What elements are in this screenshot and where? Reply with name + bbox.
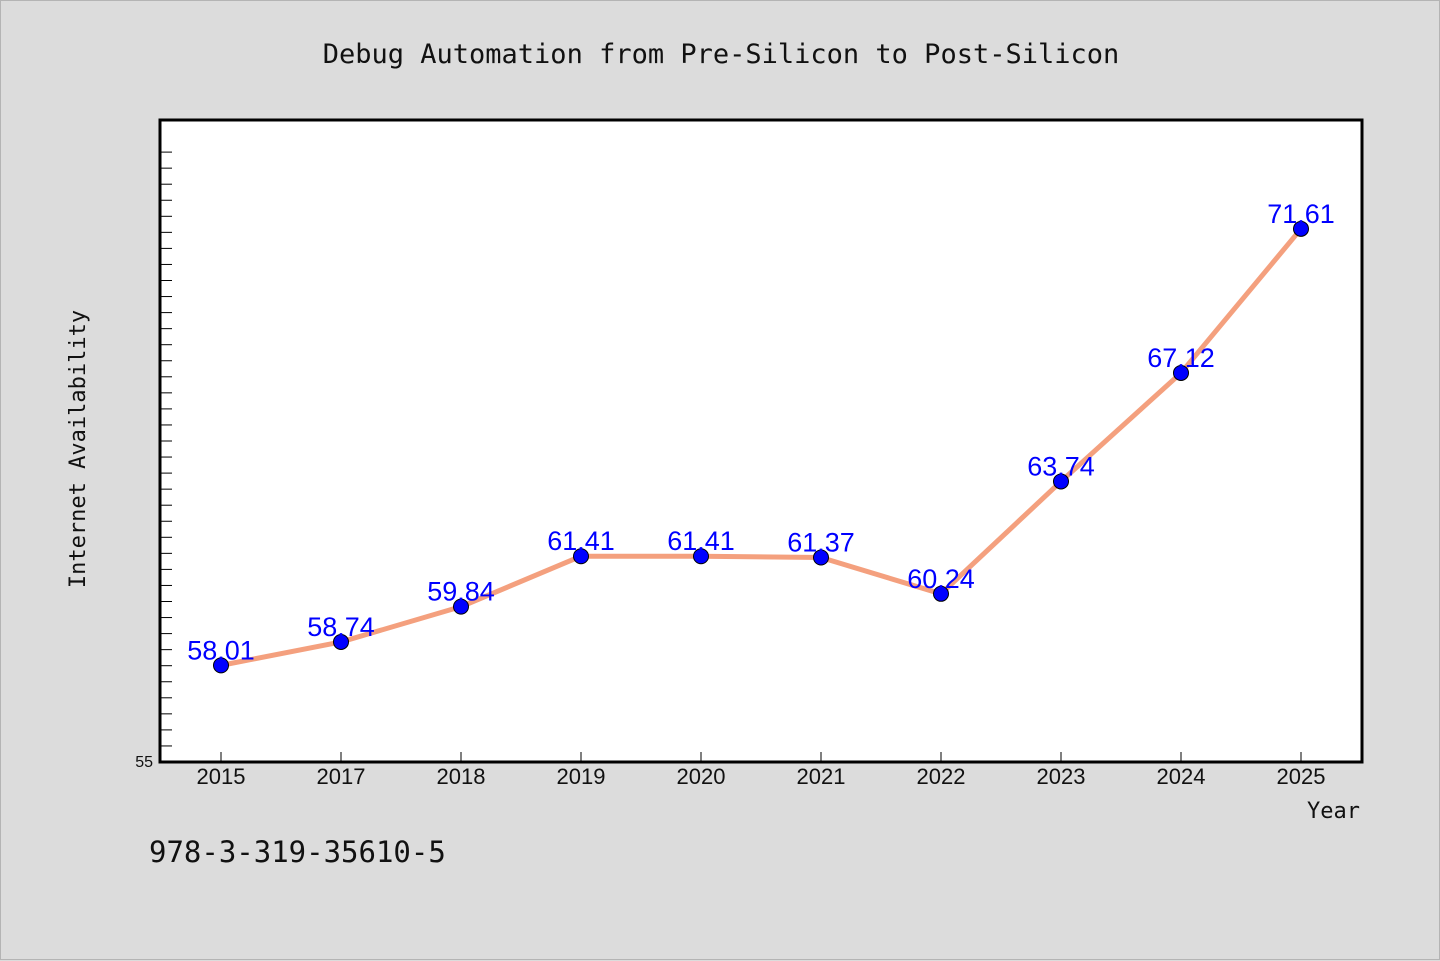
data-label: 58.74 [307, 612, 375, 642]
data-point [453, 598, 469, 615]
data-label: 58.01 [187, 635, 255, 665]
plot-area [158, 118, 1364, 764]
chart-title: Debug Automation from Pre-Silicon to Pos… [323, 39, 1120, 70]
data-point [333, 633, 349, 650]
series-line [218, 226, 1304, 668]
data-point [1053, 473, 1069, 490]
data-label: 67.12 [1147, 343, 1215, 373]
x-tick-label: 2021 [797, 764, 846, 789]
data-point [813, 549, 829, 566]
x-axis-ticks: 2015 2017 2018 2019 2020 2021 2022 2023 2024 2025 [197, 752, 1326, 789]
y-axis-title: Internet Availability [66, 310, 91, 588]
x-tick-label: 2020 [677, 764, 726, 789]
data-point [1293, 220, 1309, 237]
data-label: 71.61 [1267, 199, 1335, 229]
data-point [1173, 364, 1189, 381]
x-tick-label: 2015 [197, 764, 246, 789]
data-point [573, 548, 589, 565]
footnote-isbn: 978-3-319-35610-5 [149, 835, 446, 869]
y-tick-label: 55 [135, 754, 153, 771]
data-label: 61.41 [547, 526, 615, 556]
x-tick-label: 2025 [1277, 764, 1326, 789]
x-tick-label: 2017 [317, 764, 366, 789]
x-tick-label: 2024 [1157, 764, 1206, 789]
data-label: 63.74 [1027, 451, 1095, 481]
data-label: 61.37 [787, 528, 855, 558]
data-labels: 58.01 58.74 59.84 61.41 61.41 61.37 60.24 63.74… [187, 199, 1335, 666]
data-label: 59.84 [427, 577, 495, 607]
x-tick-label: 2023 [1037, 764, 1086, 789]
data-point [693, 548, 709, 565]
data-points [213, 220, 1309, 674]
data-label: 61.41 [667, 526, 735, 556]
data-point [213, 657, 229, 674]
x-axis-title: Year [1307, 799, 1360, 824]
data-label: 60.24 [907, 564, 975, 594]
x-tick-label: 2022 [917, 764, 966, 789]
data-point [933, 585, 949, 602]
x-tick-label: 2018 [437, 764, 486, 789]
y-axis-ticks: 55 [135, 151, 172, 771]
x-tick-label: 2019 [557, 764, 606, 789]
